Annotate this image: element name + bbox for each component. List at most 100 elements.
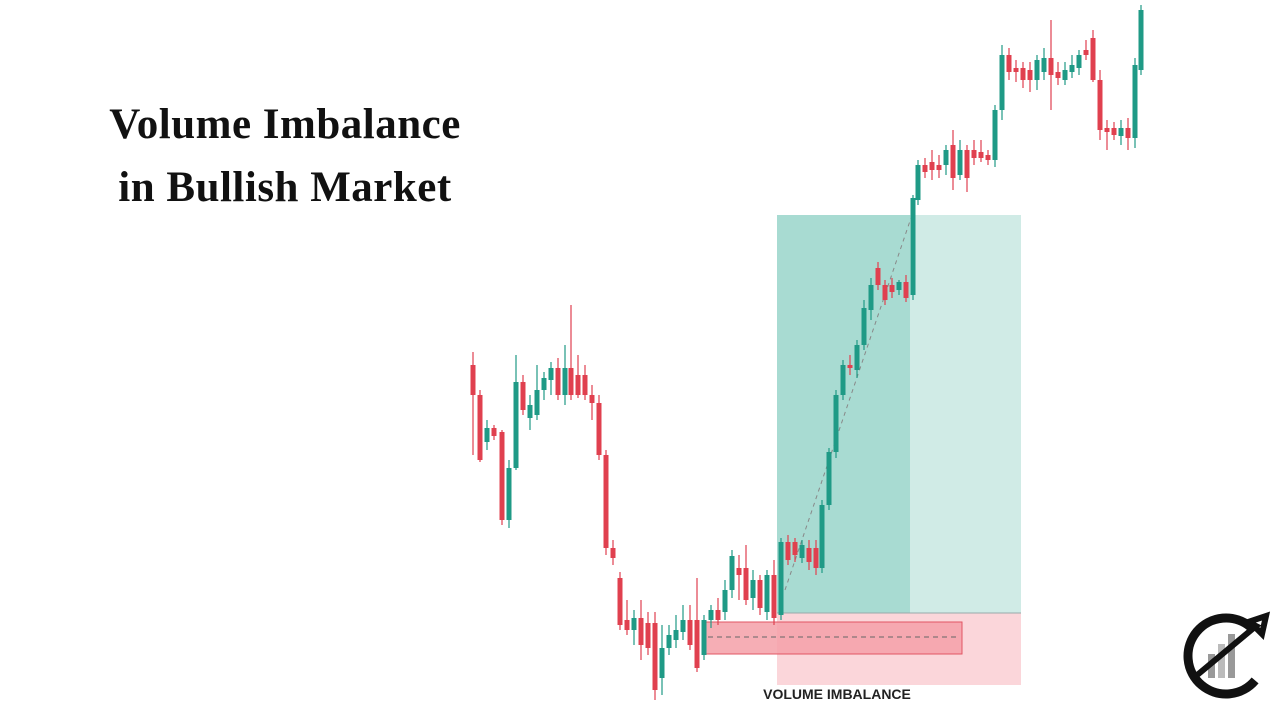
candle-body xyxy=(694,620,700,668)
candle-body xyxy=(701,620,707,655)
candle-body xyxy=(799,545,805,558)
candle-body xyxy=(833,395,839,452)
candle-body xyxy=(1090,38,1096,80)
candle-body xyxy=(477,395,483,460)
candle-body xyxy=(957,150,963,175)
candle-body xyxy=(562,368,568,395)
candle-body xyxy=(631,618,637,630)
candle-body xyxy=(1083,50,1089,55)
candle-body xyxy=(936,165,942,170)
candle-body xyxy=(875,268,881,285)
candle-body xyxy=(1132,65,1138,138)
candle-body xyxy=(840,365,846,395)
candle-body xyxy=(548,368,554,380)
candle-body xyxy=(826,452,832,505)
candle-body xyxy=(882,285,888,300)
title-line: in Bullish Market xyxy=(118,164,452,211)
candle-body xyxy=(506,468,512,520)
candle-body xyxy=(541,378,547,390)
candle-body xyxy=(950,145,956,178)
candle-body xyxy=(1048,58,1054,75)
candle-body xyxy=(757,580,763,608)
candle-body xyxy=(491,428,497,436)
candle-body xyxy=(929,162,935,170)
candle-body xyxy=(596,403,602,455)
candle-body xyxy=(687,620,693,645)
candle-body xyxy=(964,150,970,178)
candle-body xyxy=(638,618,644,645)
candle-body xyxy=(1097,80,1103,130)
candle-body xyxy=(610,548,616,558)
candle-body xyxy=(534,390,540,415)
candle-body xyxy=(861,308,867,345)
candle-body xyxy=(708,610,714,620)
candle-body xyxy=(847,365,853,368)
candle-body xyxy=(568,368,574,395)
trend-line xyxy=(784,214,913,591)
candle-body xyxy=(715,610,721,620)
candle-body xyxy=(903,282,909,298)
candle-body xyxy=(1055,72,1061,78)
title-line: Volume Imbalance xyxy=(109,101,461,148)
candle-body xyxy=(1138,10,1144,70)
candle-body xyxy=(1062,70,1068,80)
candle-body xyxy=(589,395,595,403)
candle-body xyxy=(513,382,519,468)
candle-body xyxy=(555,368,561,395)
candle-body xyxy=(889,285,895,292)
annotation-label: VOLUME IMBALANCE xyxy=(763,686,911,702)
candle-body xyxy=(819,505,825,568)
candle-body xyxy=(729,556,735,590)
candle-body xyxy=(992,110,998,160)
candle-body xyxy=(617,578,623,625)
candle-body xyxy=(785,542,791,560)
candle-body xyxy=(722,590,728,612)
candles xyxy=(470,5,1144,700)
candle-body xyxy=(771,575,777,618)
candle-body xyxy=(645,623,651,648)
candle-body xyxy=(652,623,658,690)
candle-body xyxy=(792,542,798,555)
candle-body xyxy=(659,648,665,678)
candle-body xyxy=(1034,60,1040,80)
candle-body xyxy=(1111,128,1117,135)
candle-body xyxy=(1041,58,1047,72)
candle-body xyxy=(910,198,916,295)
candle-body xyxy=(575,375,581,395)
candle-body xyxy=(806,548,812,562)
candle-body xyxy=(985,155,991,160)
candle-body xyxy=(666,635,672,648)
candle-body xyxy=(971,150,977,158)
candle-body xyxy=(999,55,1005,110)
candle-body xyxy=(1020,68,1026,80)
candle-body xyxy=(520,382,526,410)
candle-body xyxy=(680,620,686,632)
logo xyxy=(1183,611,1271,699)
candle-body xyxy=(1076,55,1082,68)
candle-body xyxy=(743,568,749,600)
candle-body xyxy=(673,630,679,640)
candle-body xyxy=(603,455,609,548)
candle-body xyxy=(484,428,490,442)
candle-body xyxy=(1118,128,1124,136)
imbalance-box xyxy=(702,621,963,655)
candle-body xyxy=(896,282,902,290)
candle-body xyxy=(868,285,874,310)
candle-body xyxy=(978,152,984,158)
candle-body xyxy=(527,405,533,418)
candle-body xyxy=(778,542,784,615)
candle-body xyxy=(915,165,921,200)
candle-body xyxy=(582,375,588,395)
candle-body xyxy=(1006,55,1012,72)
profit-zone xyxy=(777,215,910,613)
profit-zone-extension xyxy=(910,215,1021,613)
candle-body xyxy=(1125,128,1131,138)
candle-body xyxy=(813,548,819,568)
candle-body xyxy=(922,165,928,172)
candle-body xyxy=(470,365,476,395)
candle-body xyxy=(736,568,742,575)
candle-body xyxy=(1027,70,1033,80)
candle-body xyxy=(943,150,949,165)
